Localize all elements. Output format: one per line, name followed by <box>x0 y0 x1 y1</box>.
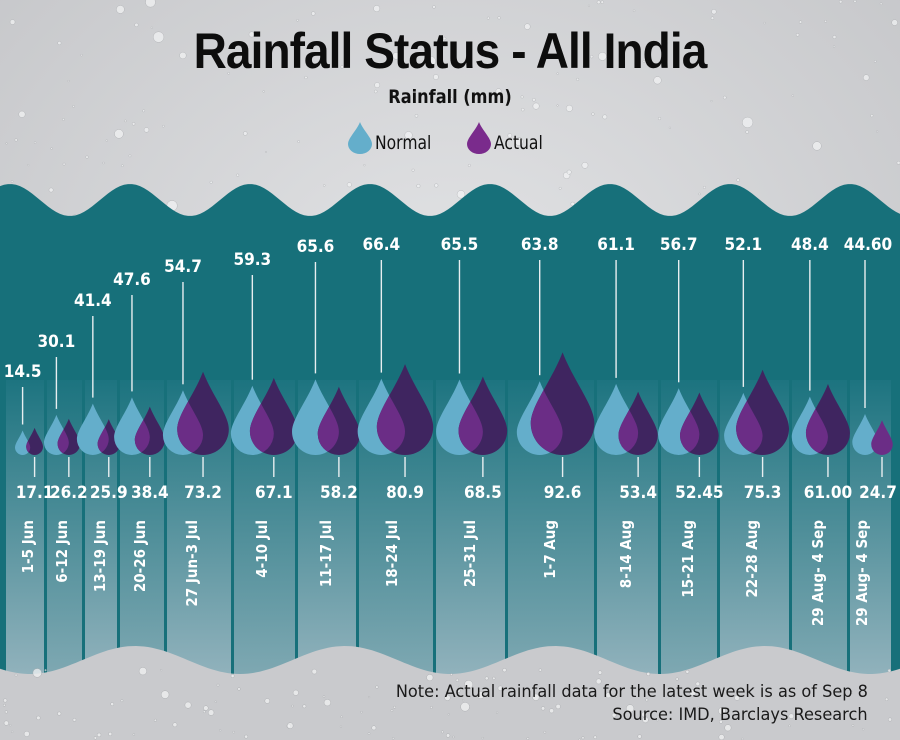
overlap-region <box>317 386 339 455</box>
week-group: 41.4 25.9 13-19 Jun <box>74 291 128 592</box>
legend: Normal Actual <box>0 122 900 154</box>
week-group: 63.8 92.6 1-7 Aug <box>516 235 595 579</box>
legend-label-normal: Normal <box>374 132 432 154</box>
actual-value-label: 61.00 <box>804 483 852 503</box>
actual-value-label: 67.1 <box>255 483 293 503</box>
normal-value-label: 61.1 <box>597 235 635 255</box>
normal-drop <box>15 430 31 455</box>
normal-value-label: 65.5 <box>441 235 479 255</box>
legend-label-actual: Actual <box>493 132 543 154</box>
legend-item-actual: Actual <box>466 122 554 154</box>
normal-value-label: 66.4 <box>362 235 400 255</box>
normal-value-label: 41.4 <box>74 291 112 311</box>
overlap-region <box>618 391 639 455</box>
week-group: 56.7 52.45 15-21 Aug <box>658 235 724 598</box>
week-group: 65.6 58.2 11-17 Jul <box>292 237 361 587</box>
category-label: 25-31 Jul <box>461 520 479 587</box>
week-group: 61.1 53.4 8-14 Aug <box>594 235 658 588</box>
actual-value-label: 58.2 <box>320 483 358 503</box>
normal-value-label: 63.8 <box>521 235 559 255</box>
week-group: 30.1 26.2 6-12 Jun <box>38 332 88 583</box>
actual-value-label: 26.2 <box>50 483 88 503</box>
actual-value-label: 92.6 <box>544 483 582 503</box>
week-group: 65.5 68.5 25-31 Jul <box>436 235 508 587</box>
actual-value-label: 53.4 <box>619 483 657 503</box>
chart-title: Rainfall Status - All India <box>193 23 708 79</box>
category-label: 1-7 Aug <box>541 520 559 579</box>
actual-value-label: 17.1 <box>16 483 54 503</box>
category-label: 1-5 Jun <box>19 520 37 573</box>
week-group: 52.1 75.3 22-28 Aug <box>724 235 790 598</box>
actual-value-label: 25.9 <box>90 483 128 503</box>
chart-marks: 14.5 17.1 1-5 Jun 30.1 26.2 6-12 Jun 41.4 25.9 1… <box>4 235 897 626</box>
legend-item-normal: Normal <box>347 122 444 154</box>
category-label: 6-12 Jun <box>53 520 71 583</box>
normal-value-label: 30.1 <box>38 332 76 352</box>
week-group: 59.3 67.1 4-10 Jul <box>230 250 298 578</box>
overlap-region <box>458 379 483 455</box>
actual-value-label: 38.4 <box>131 483 169 503</box>
actual-value-label: 75.3 <box>744 483 782 503</box>
week-group: 14.5 17.1 1-5 Jun <box>4 362 54 573</box>
overlap-region <box>680 392 700 455</box>
actual-value-label: 52.45 <box>675 483 723 503</box>
category-label: 13-19 Jun <box>91 520 109 592</box>
footnote: Note: Actual rainfall data for the lates… <box>395 682 868 702</box>
source-note: Source: IMD, Barclays Research <box>612 705 868 725</box>
actual-value-label: 24.7 <box>859 483 897 503</box>
category-label: 29 Aug- 4 Sep <box>853 520 871 626</box>
normal-value-label: 14.5 <box>4 362 42 382</box>
overlap-region <box>134 406 150 455</box>
category-label: 8-14 Aug <box>617 520 635 588</box>
chart-subtitle: Rainfall (mm) <box>388 86 512 108</box>
week-group: 48.4 61.00 29 Aug- 4 Sep <box>791 235 852 626</box>
actual-value-label: 68.5 <box>464 483 502 503</box>
bottom-droplet-texture <box>3 667 893 740</box>
category-label: 11-17 Jul <box>317 520 335 587</box>
overlap-region <box>97 419 109 455</box>
category-label: 29 Aug- 4 Sep <box>809 520 827 626</box>
category-label: 4-10 Jul <box>253 520 271 578</box>
category-label: 22-28 Aug <box>743 520 761 598</box>
normal-value-label: 65.6 <box>297 237 335 257</box>
category-label: 27 Jun-3 Jul <box>183 520 201 607</box>
actual-drop <box>871 420 893 456</box>
normal-value-label: 47.6 <box>113 270 151 290</box>
normal-value-label: 59.3 <box>233 250 271 270</box>
actual-value-label: 80.9 <box>386 483 424 503</box>
overlap-region <box>249 385 274 455</box>
week-group: 66.4 80.9 18-24 Jul <box>357 235 434 587</box>
category-label: 18-24 Jul <box>383 520 401 587</box>
week-group: 47.6 38.4 20-26 Jun <box>113 270 169 592</box>
normal-value-label: 44.60 <box>844 235 892 255</box>
bottom-wave <box>0 646 900 740</box>
raindrop-icon <box>466 122 491 154</box>
actual-value-label: 73.2 <box>184 483 222 503</box>
normal-value-label: 48.4 <box>791 235 829 255</box>
actual-drop <box>26 427 44 455</box>
overlap-region <box>57 418 69 455</box>
week-column <box>6 380 44 680</box>
normal-value-label: 56.7 <box>660 235 698 255</box>
category-label: 20-26 Jun <box>131 520 149 592</box>
normal-value-label: 52.1 <box>724 235 762 255</box>
category-label: 15-21 Aug <box>679 520 697 598</box>
normal-value-label: 54.7 <box>164 257 202 277</box>
raindrop-icon <box>347 122 372 154</box>
week-group: 54.7 73.2 27 Jun-3 Jul <box>162 257 229 607</box>
week-group-latest: 44.60 24.7 29 Aug- 4 Sep <box>844 235 897 626</box>
overlap-region <box>530 381 563 455</box>
